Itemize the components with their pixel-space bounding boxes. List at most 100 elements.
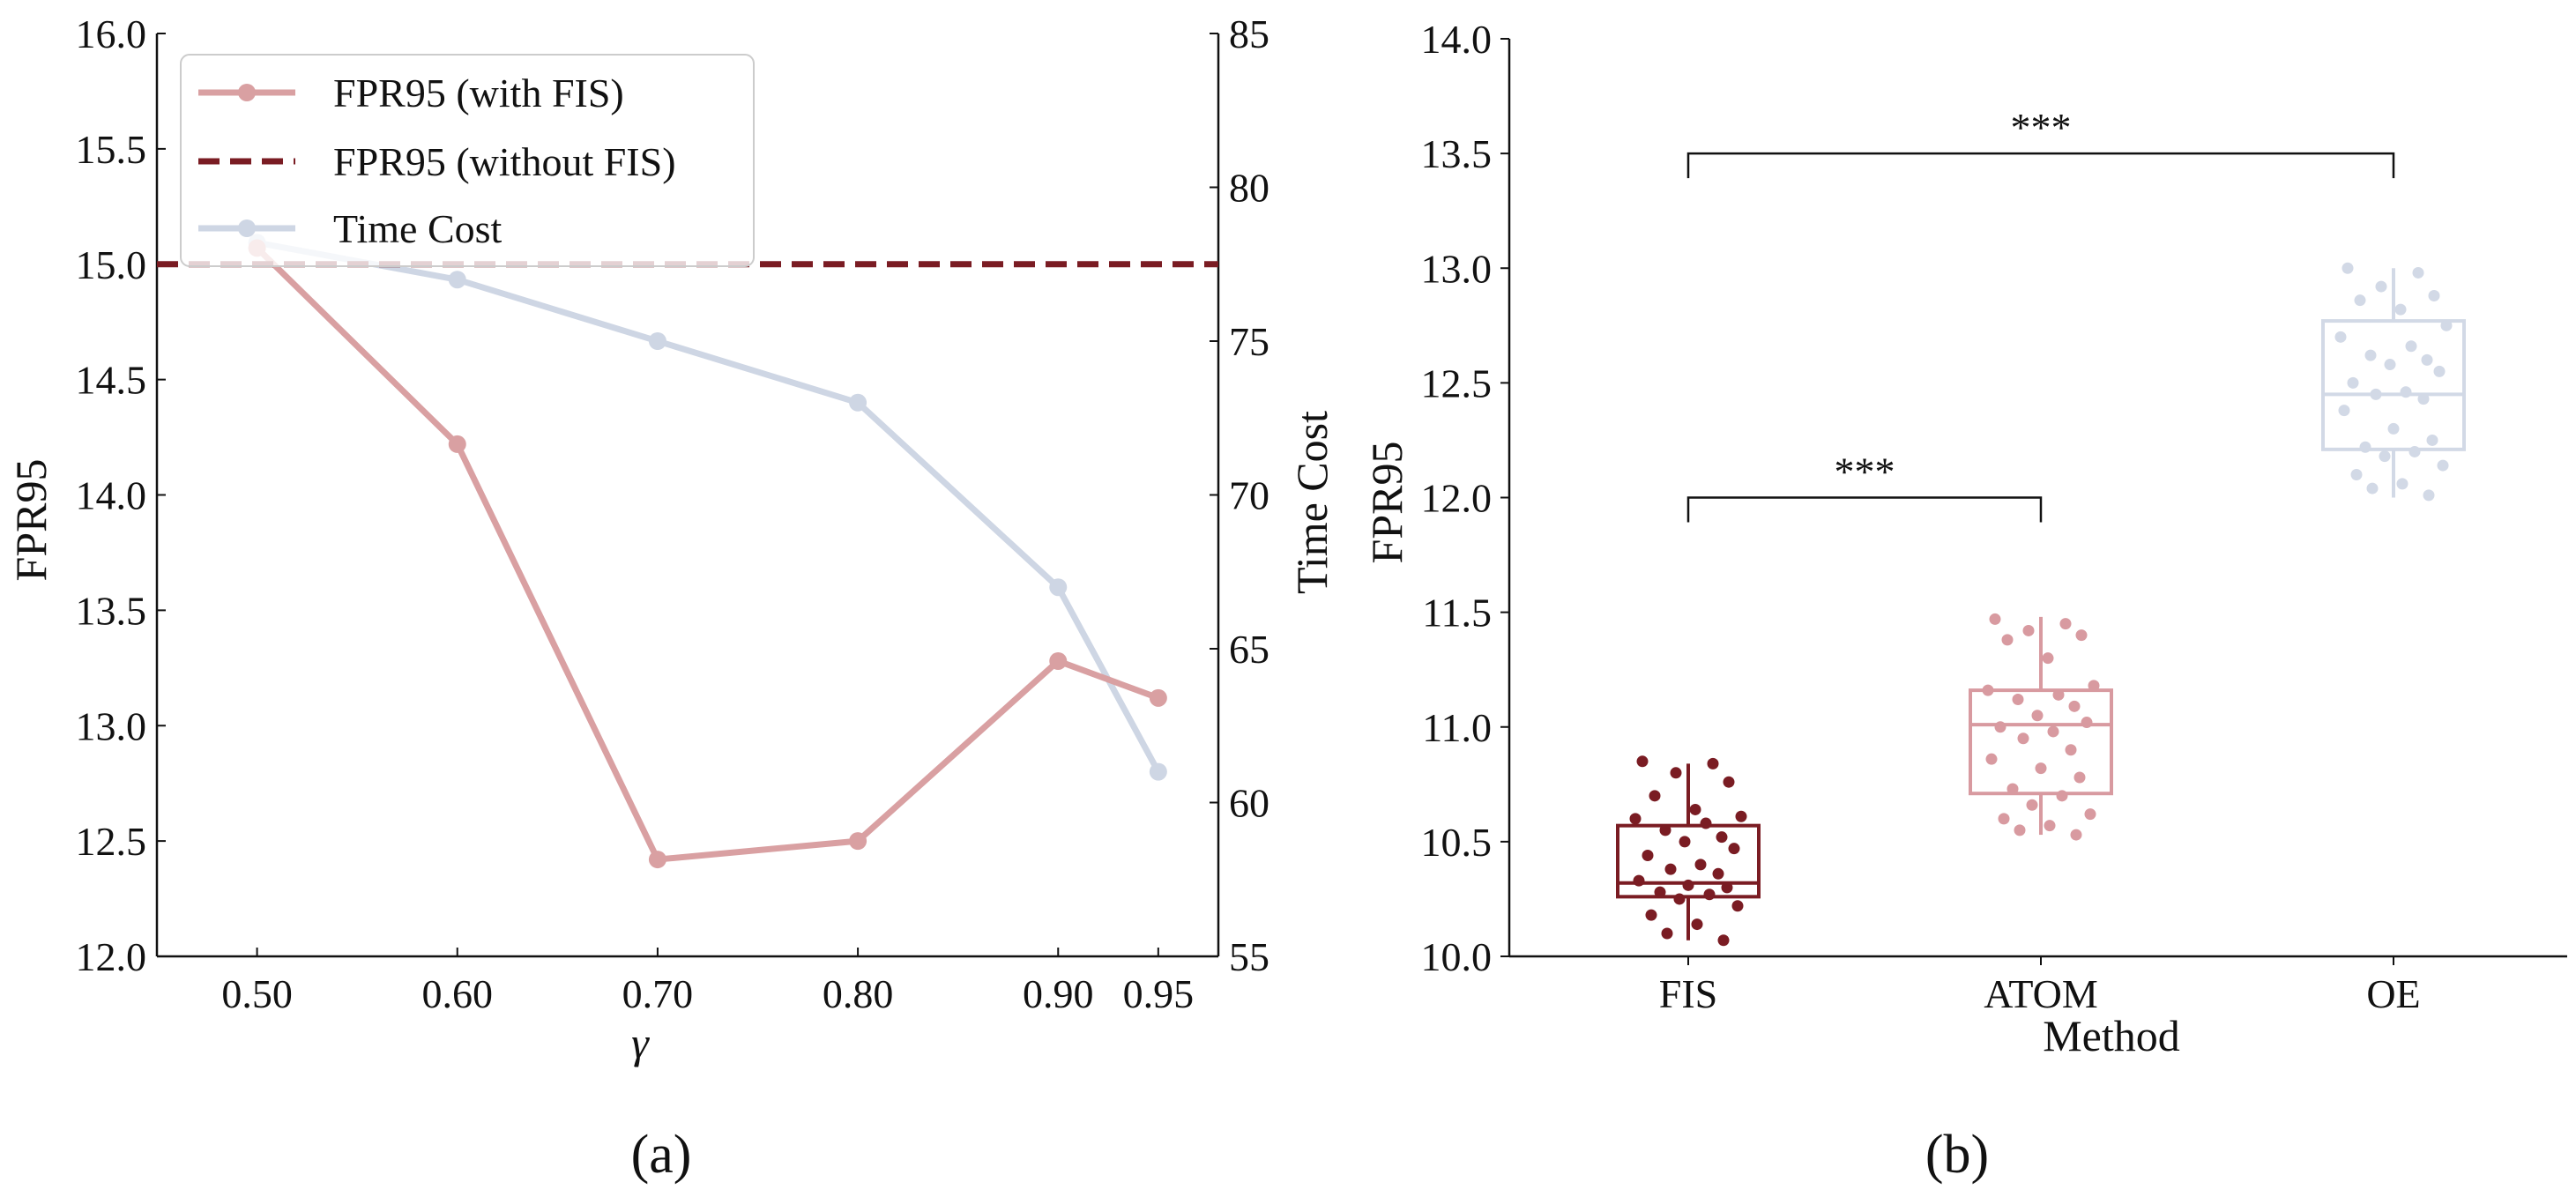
panel-a-xtick-label: 0.70 — [622, 971, 694, 1016]
panel-b-ytick-label: 10.0 — [1421, 934, 1493, 979]
box-atom — [1969, 688, 2113, 796]
panel-a-ytick-label: 14.5 — [76, 358, 147, 403]
data-point-atom — [2047, 725, 2059, 738]
data-point-fis — [1689, 803, 1701, 815]
data-point-fis — [1717, 934, 1730, 947]
fpr-with-fis-point — [1149, 688, 1167, 707]
data-point-atom — [1998, 813, 2010, 825]
data-point-atom — [2001, 634, 2014, 646]
legend-label-with-fis: FPR95 (with FIS) — [333, 71, 624, 115]
panel-a-y2tick-label: 75 — [1229, 319, 1269, 364]
panel-b-boxes — [1616, 268, 2466, 940]
panel-b-chart: 10.0 10.5 11.0 11.5 12.0 12.5 13.0 13.5 14.0 FIS A… — [1362, 17, 2567, 1185]
data-point-fis — [1694, 859, 1707, 871]
data-point-oe — [2421, 353, 2433, 366]
data-point-oe — [2359, 441, 2371, 453]
panel-a-xtick-label: 0.90 — [1023, 971, 1094, 1016]
panel-b-ytick-label: 13.0 — [1421, 246, 1493, 291]
data-point-fis — [1659, 824, 1671, 836]
data-point-oe — [2428, 289, 2440, 301]
data-point-atom — [2065, 744, 2077, 756]
data-point-fis — [1721, 881, 1733, 894]
box-oe — [2321, 319, 2466, 451]
data-point-fis — [1670, 767, 1682, 779]
panel-a-label: (a) — [631, 1125, 692, 1185]
data-point-atom — [2026, 799, 2038, 811]
time-cost-point — [1149, 762, 1167, 781]
data-point-oe — [2394, 303, 2407, 316]
data-point-atom — [2006, 783, 2019, 795]
time-cost-point — [849, 393, 867, 412]
data-point-fis — [1642, 849, 1654, 861]
data-point-oe — [2375, 280, 2387, 293]
data-point-fis — [1649, 790, 1661, 802]
time-cost-point — [648, 332, 666, 350]
panel-a-ytick-label: 13.5 — [76, 588, 147, 633]
data-point-oe — [2384, 359, 2396, 371]
panel-a-ytick-label: 12.0 — [76, 934, 147, 979]
data-point-oe — [2440, 319, 2453, 331]
data-point-oe — [2408, 445, 2421, 457]
time-cost-point — [448, 271, 466, 289]
fpr-with-fis-point — [849, 832, 867, 851]
panel-a-y2tick-label: 65 — [1229, 627, 1269, 672]
data-point-oe — [2426, 434, 2438, 446]
data-point-fis — [1707, 757, 1719, 770]
data-point-atom — [2052, 688, 2065, 701]
panel-a-y2tick-label: 70 — [1229, 473, 1269, 518]
data-point-oe — [2387, 422, 2400, 435]
fpr-with-fis-point — [648, 851, 666, 869]
data-point-atom — [1982, 684, 1994, 696]
panel-a-axes: 12.0 12.5 13.0 13.5 14.0 14.5 15.0 15.5 16.0 55 60… — [76, 11, 1270, 1016]
panel-a-xlabel: γ — [631, 1018, 650, 1067]
panel-b-points — [1629, 262, 2453, 947]
panel-a-chart: 12.0 12.5 13.0 13.5 14.0 14.5 15.0 15.5 16.0 55 60… — [6, 11, 1336, 1185]
data-point-atom — [2014, 824, 2026, 836]
panel-b-xlabel: Method — [2043, 1011, 2180, 1060]
panel-a-xtick-label: 0.50 — [221, 971, 293, 1016]
data-point-atom — [2017, 732, 2029, 745]
fpr-with-fis-line — [255, 245, 1160, 863]
panel-a-legend: FPR95 (with FIS) FPR95 (without FIS) Tim… — [180, 54, 755, 267]
fpr-with-fis-point — [1049, 651, 1068, 670]
data-point-atom — [2056, 790, 2068, 802]
time-cost-point — [1049, 578, 1068, 597]
panel-a-ytick-label: 13.0 — [76, 703, 147, 748]
panel-b-xtick-label: FIS — [1659, 971, 1717, 1016]
data-point-oe — [2370, 388, 2382, 400]
data-point-fis — [1716, 831, 1728, 844]
data-point-fis — [1728, 843, 1740, 855]
data-point-atom — [2022, 624, 2035, 636]
legend-marker-with-fis — [238, 84, 256, 101]
panel-a-xtick-label: 0.80 — [823, 971, 894, 1016]
panel-b-ytick-label: 11.0 — [1422, 705, 1492, 750]
panel-a-ytick-label: 15.5 — [76, 127, 147, 172]
data-point-atom — [1994, 721, 2006, 733]
panel-a-xtick-label: 0.95 — [1123, 971, 1195, 1016]
fpr-with-fis-point — [448, 435, 466, 453]
data-point-oe — [2412, 266, 2424, 279]
data-point-atom — [2075, 629, 2088, 642]
legend-label-time-cost: Time Cost — [333, 206, 503, 251]
significance-bracket — [1686, 152, 2395, 179]
data-point-oe — [2400, 386, 2412, 398]
legend-label-without-fis: FPR95 (without FIS) — [333, 139, 676, 184]
significance-bracket — [1686, 496, 2043, 523]
panel-a-ytick-label: 15.0 — [76, 242, 147, 287]
panel-a-ytick-label: 14.0 — [76, 473, 147, 518]
panel-b-xtick-label: ATOM — [1984, 971, 2098, 1016]
panel-a-y2label: Time Cost — [1287, 411, 1336, 594]
panel-b-label: (b) — [1925, 1125, 1989, 1185]
data-point-fis — [1682, 879, 1694, 891]
data-point-oe — [2423, 489, 2435, 502]
data-point-oe — [2341, 262, 2354, 274]
legend-frame — [180, 54, 755, 267]
panel-a-y2tick-label: 80 — [1229, 166, 1269, 211]
panel-b-ytick-label: 13.5 — [1421, 131, 1493, 176]
data-point-atom — [2044, 820, 2056, 832]
panel-b-ytick-label: 14.0 — [1421, 17, 1493, 62]
panel-a-y2tick-label: 85 — [1229, 11, 1269, 56]
data-point-fis — [1633, 874, 1645, 887]
data-point-oe — [2364, 349, 2377, 361]
